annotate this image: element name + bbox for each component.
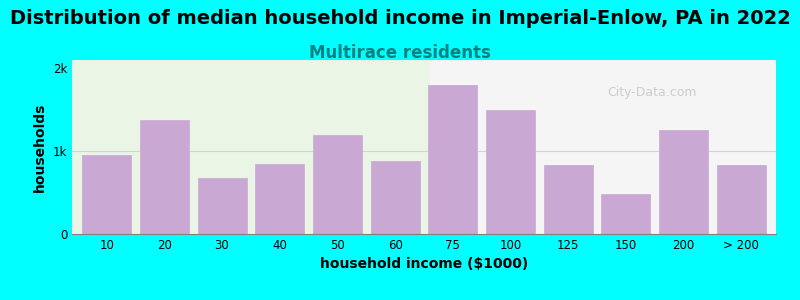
- Y-axis label: households: households: [34, 102, 47, 192]
- Bar: [198, 178, 246, 234]
- Bar: [72, 60, 430, 234]
- Bar: [82, 155, 131, 234]
- Bar: [717, 165, 766, 234]
- Bar: [428, 85, 478, 234]
- Text: Multirace residents: Multirace residents: [309, 44, 491, 62]
- Bar: [602, 194, 650, 234]
- Text: Distribution of median household income in Imperial-Enlow, PA in 2022: Distribution of median household income …: [10, 9, 790, 28]
- X-axis label: household income ($1000): household income ($1000): [320, 257, 528, 272]
- Bar: [140, 120, 189, 234]
- Bar: [486, 110, 535, 234]
- Bar: [313, 135, 362, 234]
- Text: City-Data.com: City-Data.com: [607, 86, 697, 99]
- Bar: [370, 161, 420, 234]
- Bar: [659, 130, 708, 234]
- Bar: [544, 165, 593, 234]
- Bar: [255, 164, 304, 234]
